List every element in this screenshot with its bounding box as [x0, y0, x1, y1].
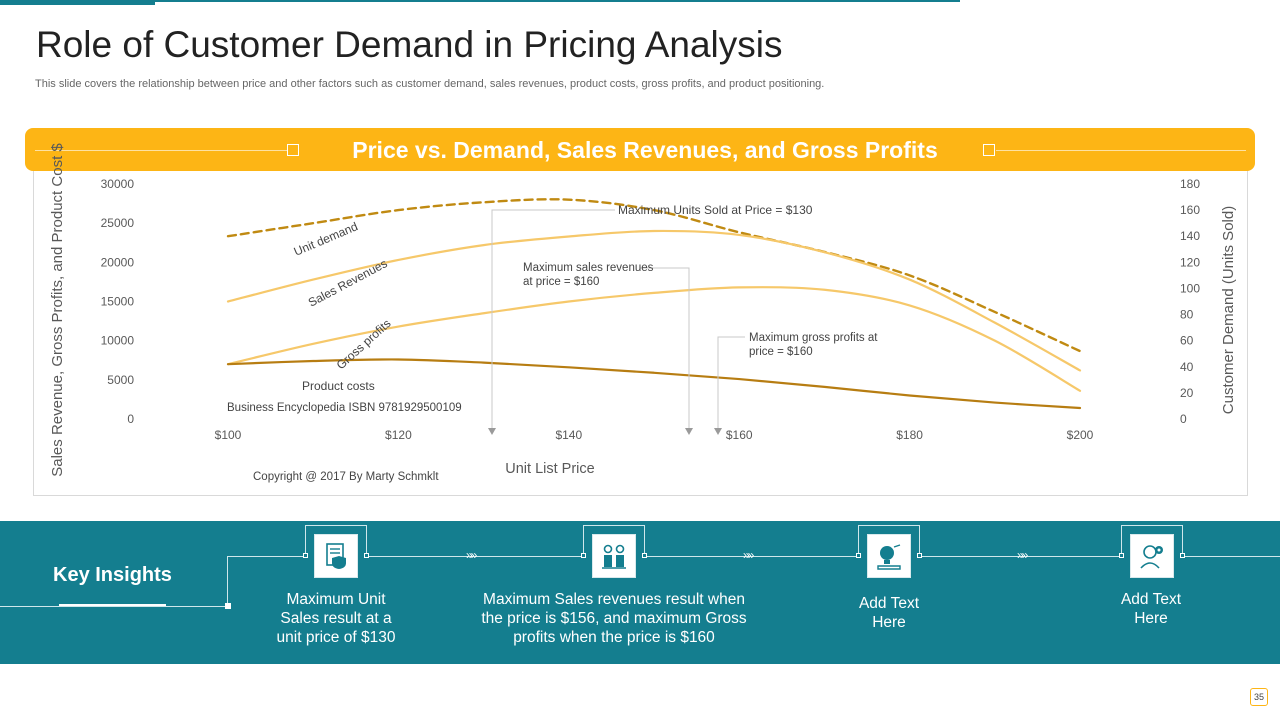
series-label-sales-revenues: Sales Revenues — [306, 256, 390, 309]
key-insights-underline — [59, 604, 166, 607]
y-left-tick-label: 20000 — [101, 255, 135, 269]
annotation-profit-line1: Maximum gross profits at — [749, 332, 878, 344]
key-insights-panel — [0, 521, 1280, 664]
flow-line — [1183, 556, 1280, 557]
copyright-note: Copyright @ 2017 By Marty Schmklt — [253, 471, 439, 483]
annotation-revenue-line2: at price = $160 — [523, 276, 599, 288]
page-title: Role of Customer Demand in Pricing Analy… — [36, 24, 783, 65]
y-right-tick-label: 120 — [1180, 255, 1200, 269]
annotation-profit-text: Maximum gross profits at price = $160 — [749, 332, 881, 358]
chevron-right-icon: »» — [466, 548, 477, 562]
y-right-tick-label: 100 — [1180, 281, 1200, 295]
annotation-units-text: Maximum Units Sold at Price = $130 — [618, 203, 813, 217]
frame-dot — [917, 553, 922, 558]
series-line-sales-revenues — [226, 229, 1082, 372]
annotation-arrow-revenue — [685, 428, 693, 435]
x-tick-label: $180 — [896, 428, 923, 442]
frame-dot — [1180, 553, 1185, 558]
annotation-pointer-units — [491, 209, 615, 432]
team-idea-icon — [592, 534, 636, 578]
icon-frame — [583, 525, 645, 557]
y-right-tick-label: 80 — [1180, 308, 1194, 322]
top-accent-line — [155, 0, 960, 2]
annotation-arrow-units — [488, 428, 496, 435]
x-tick-label: $160 — [726, 428, 753, 442]
annotation-revenue-text: Maximum sales revenues at price = $160 — [523, 262, 657, 288]
y-axis-left-title: Sales Revenue, Gross Profits, and Produc… — [49, 143, 66, 477]
annotation-arrow-profit — [714, 428, 722, 435]
series-line-gross-profits — [226, 286, 1082, 392]
icon-frame — [305, 525, 367, 557]
y-left-tick-label: 25000 — [101, 216, 135, 230]
banner-divider-left — [35, 150, 287, 151]
y-left-tick-label: 30000 — [101, 177, 135, 191]
series-line-product-costs — [226, 358, 1082, 410]
x-tick-label: $100 — [215, 428, 242, 442]
flow-line — [920, 556, 1121, 557]
annotation-profit-line2: price = $160 — [749, 346, 813, 358]
chevron-right-icon: »» — [1017, 548, 1028, 562]
series-label-product-costs: Product costs — [302, 379, 375, 393]
key-insights-connector — [0, 606, 228, 607]
key-insights-connector-vertical — [227, 556, 228, 606]
person-gear-icon — [1130, 534, 1174, 578]
source-note: Business Encyclopedia ISBN 9781929500109 — [227, 402, 462, 414]
series-label-unit-demand: Unit demand — [292, 219, 360, 258]
x-tick-label: $140 — [555, 428, 582, 442]
banner-square-right — [983, 144, 995, 156]
y-left-tick-label: 0 — [127, 412, 134, 426]
icon-frame — [858, 525, 920, 557]
x-axis-title: Unit List Price — [505, 461, 594, 477]
y-right-tick-label: 60 — [1180, 334, 1194, 348]
annotation-pointer-profit — [717, 336, 745, 432]
y-right-tick-label: 40 — [1180, 360, 1194, 374]
frame-dot — [364, 553, 369, 558]
icon-frame — [1121, 525, 1183, 557]
y-right-tick-label: 140 — [1180, 229, 1200, 243]
series-label-gross-profits: Gross profits — [334, 316, 394, 372]
flow-line — [367, 556, 583, 557]
y-left-tick-label: 15000 — [101, 295, 135, 309]
frame-dot — [1119, 553, 1124, 558]
top-accent-bar — [0, 0, 155, 5]
y-right-tick-label: 180 — [1180, 177, 1200, 191]
insight-text-4: Add Text Here — [1120, 591, 1182, 627]
chart-title: Price vs. Demand, Sales Revenues, and Gr… — [352, 137, 938, 163]
flow-line — [645, 556, 859, 557]
y-left-tick-label: 5000 — [107, 373, 134, 387]
frame-dot — [303, 553, 308, 558]
y-left-tick-label: 10000 — [101, 334, 135, 348]
insight-text-2: Maximum Sales revenues result when the p… — [481, 591, 747, 646]
series-line-unit-demand — [226, 198, 1082, 353]
frame-dot — [642, 553, 647, 558]
key-insights-label: Key Insights — [53, 564, 172, 586]
flow-line — [228, 556, 305, 557]
page-number: 35 — [1250, 688, 1268, 706]
y-right-tick-label: 20 — [1180, 386, 1194, 400]
frame-dot — [581, 553, 586, 558]
page-subtitle: This slide covers the relationship betwe… — [35, 78, 825, 90]
key-insights-connector-dot — [225, 603, 231, 609]
scroll-bulb-icon — [867, 534, 911, 578]
frame-dot — [856, 553, 861, 558]
banner-divider-right — [996, 150, 1246, 151]
x-tick-label: $200 — [1067, 428, 1094, 442]
chart-banner: Price vs. Demand, Sales Revenues, and Gr… — [25, 128, 1255, 171]
insight-text-3: Add Text Here — [858, 595, 920, 631]
insight-text-1: Maximum Unit Sales result at a unit pric… — [276, 591, 396, 646]
document-shield-icon — [314, 534, 358, 578]
banner-square-left — [287, 144, 299, 156]
y-right-tick-label: 0 — [1180, 412, 1187, 426]
annotation-pointer-revenue — [640, 267, 690, 432]
annotation-revenue-line1: Maximum sales revenues — [523, 262, 654, 274]
x-tick-label: $120 — [385, 428, 412, 442]
y-axis-right-title: Customer Demand (Units Sold) — [1220, 206, 1237, 414]
y-right-tick-label: 160 — [1180, 203, 1200, 217]
chevron-right-icon: »» — [743, 548, 754, 562]
